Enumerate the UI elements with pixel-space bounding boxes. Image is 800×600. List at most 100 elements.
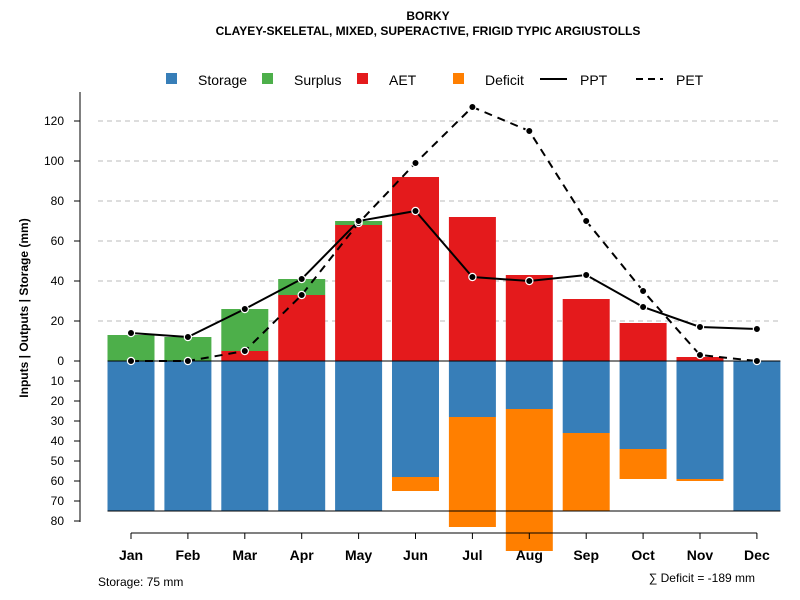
storage-bar <box>335 361 383 511</box>
y-tick-label: 80 <box>51 514 65 528</box>
ppt-line-point <box>638 302 648 312</box>
legend-storage-swatch <box>166 73 177 84</box>
storage-bar <box>164 361 212 511</box>
aet-bar <box>221 351 269 361</box>
storage-bar <box>278 361 326 511</box>
aet-bar <box>448 217 496 361</box>
legend: Storage Surplus AET Deficit PPT PET <box>166 72 704 88</box>
legend-deficit-label: Deficit <box>485 72 524 88</box>
x-tick-label: Aug <box>516 547 543 563</box>
y-tick-label: 40 <box>51 434 65 448</box>
x-tick-label: Nov <box>687 547 714 563</box>
ppt-line-point <box>126 328 136 338</box>
storage-bar <box>619 361 667 449</box>
ppt-line <box>130 209 757 339</box>
x-tick-label: Apr <box>290 547 315 563</box>
storage-bar <box>392 361 439 477</box>
y-tick-label: 20 <box>51 394 65 408</box>
deficit-bar <box>676 479 724 481</box>
y-axis-label: Inputs | Outputs | Storage (mm) <box>17 218 31 397</box>
legend-storage-label: Storage <box>198 72 247 88</box>
x-tick-label: Oct <box>631 547 655 563</box>
bars-above-zero <box>107 177 724 361</box>
legend-aet-label: AET <box>389 72 417 88</box>
deficit-bar <box>619 449 667 479</box>
y-tick-label: 70 <box>51 494 65 508</box>
pet-line-point <box>468 102 477 112</box>
legend-ppt-label: PPT <box>580 72 608 88</box>
deficit-note: ∑ Deficit = -189 mm <box>649 571 755 585</box>
x-tick-label: Jul <box>462 547 482 563</box>
deficit-bar <box>562 433 610 511</box>
pet-line-point <box>126 356 136 366</box>
ppt-line-point <box>411 206 420 216</box>
pet-line-point <box>297 290 306 300</box>
ppt-line-point <box>525 276 534 286</box>
pet-line-point <box>183 356 193 366</box>
ppt-line-point <box>468 272 477 282</box>
ppt-line-point <box>695 322 705 332</box>
x-tick-label: Sep <box>573 547 599 563</box>
pet-line-point <box>638 286 648 296</box>
surplus-bar <box>278 279 326 295</box>
aet-bar <box>619 323 667 361</box>
x-tick-label: May <box>345 547 372 563</box>
surplus-bar <box>221 309 269 351</box>
y-tick-label: 50 <box>51 454 65 468</box>
deficit-bar <box>505 409 553 551</box>
pet-line-point <box>240 346 249 356</box>
chart-title: BORKY <box>406 9 449 23</box>
ppt-line-point <box>183 332 193 342</box>
x-tick-label: Dec <box>744 547 770 563</box>
storage-note: Storage: 75 mm <box>98 575 183 589</box>
y-tick-label: 100 <box>44 154 64 168</box>
y-tick-label: 30 <box>51 414 65 428</box>
ppt-line-point <box>354 216 363 226</box>
deficit-bar <box>448 417 496 527</box>
axes: 0 20 40 60 80 100 120 10 20 30 40 50 60 70 80 Jan Feb Mar… <box>44 92 781 563</box>
storage-bar <box>505 361 553 409</box>
legend-aet-swatch <box>357 73 368 84</box>
y-tick-label: 20 <box>51 314 65 328</box>
gridlines <box>98 120 780 322</box>
aet-bar <box>505 275 553 361</box>
pet-line-point <box>752 356 762 366</box>
ppt-pet-lines <box>130 105 758 362</box>
x-tick-label: Jun <box>403 547 428 563</box>
pet-line-point <box>582 216 591 226</box>
legend-pet-label: PET <box>676 72 704 88</box>
ppt-line-point <box>752 324 762 334</box>
aet-bar <box>562 299 610 361</box>
legend-deficit-swatch <box>453 73 464 84</box>
aet-bar <box>278 295 326 361</box>
y-tick-label: 0 <box>57 354 64 368</box>
legend-surplus-label: Surplus <box>294 72 341 88</box>
deficit-bar <box>392 477 439 491</box>
x-tick-label: Feb <box>175 547 200 563</box>
surplus-bar <box>107 335 155 361</box>
y-tick-label: 120 <box>44 114 64 128</box>
pet-line <box>131 105 758 362</box>
storage-bar <box>562 361 610 433</box>
y-tick-label: 10 <box>51 374 65 388</box>
aet-bar <box>335 225 383 361</box>
storage-bar <box>221 361 269 511</box>
y-tick-label: 80 <box>51 194 65 208</box>
ppt-line-point <box>582 270 591 280</box>
y-tick-label: 60 <box>51 474 65 488</box>
bars-below-zero <box>107 361 781 551</box>
legend-surplus-swatch <box>262 73 273 84</box>
storage-bar <box>448 361 496 417</box>
ppt-line-point <box>297 274 306 284</box>
ppt-line-point <box>240 304 249 314</box>
y-tick-label: 60 <box>51 234 65 248</box>
pet-line-point <box>411 158 420 168</box>
line-points <box>126 102 762 366</box>
aet-bar <box>392 177 439 361</box>
chart-subtitle: CLAYEY-SKELETAL, MIXED, SUPERACTIVE, FRI… <box>216 24 641 38</box>
pet-line-point <box>695 350 705 360</box>
pet-line-point <box>525 126 534 136</box>
x-tick-label: Mar <box>232 547 257 563</box>
storage-bar <box>733 361 781 511</box>
